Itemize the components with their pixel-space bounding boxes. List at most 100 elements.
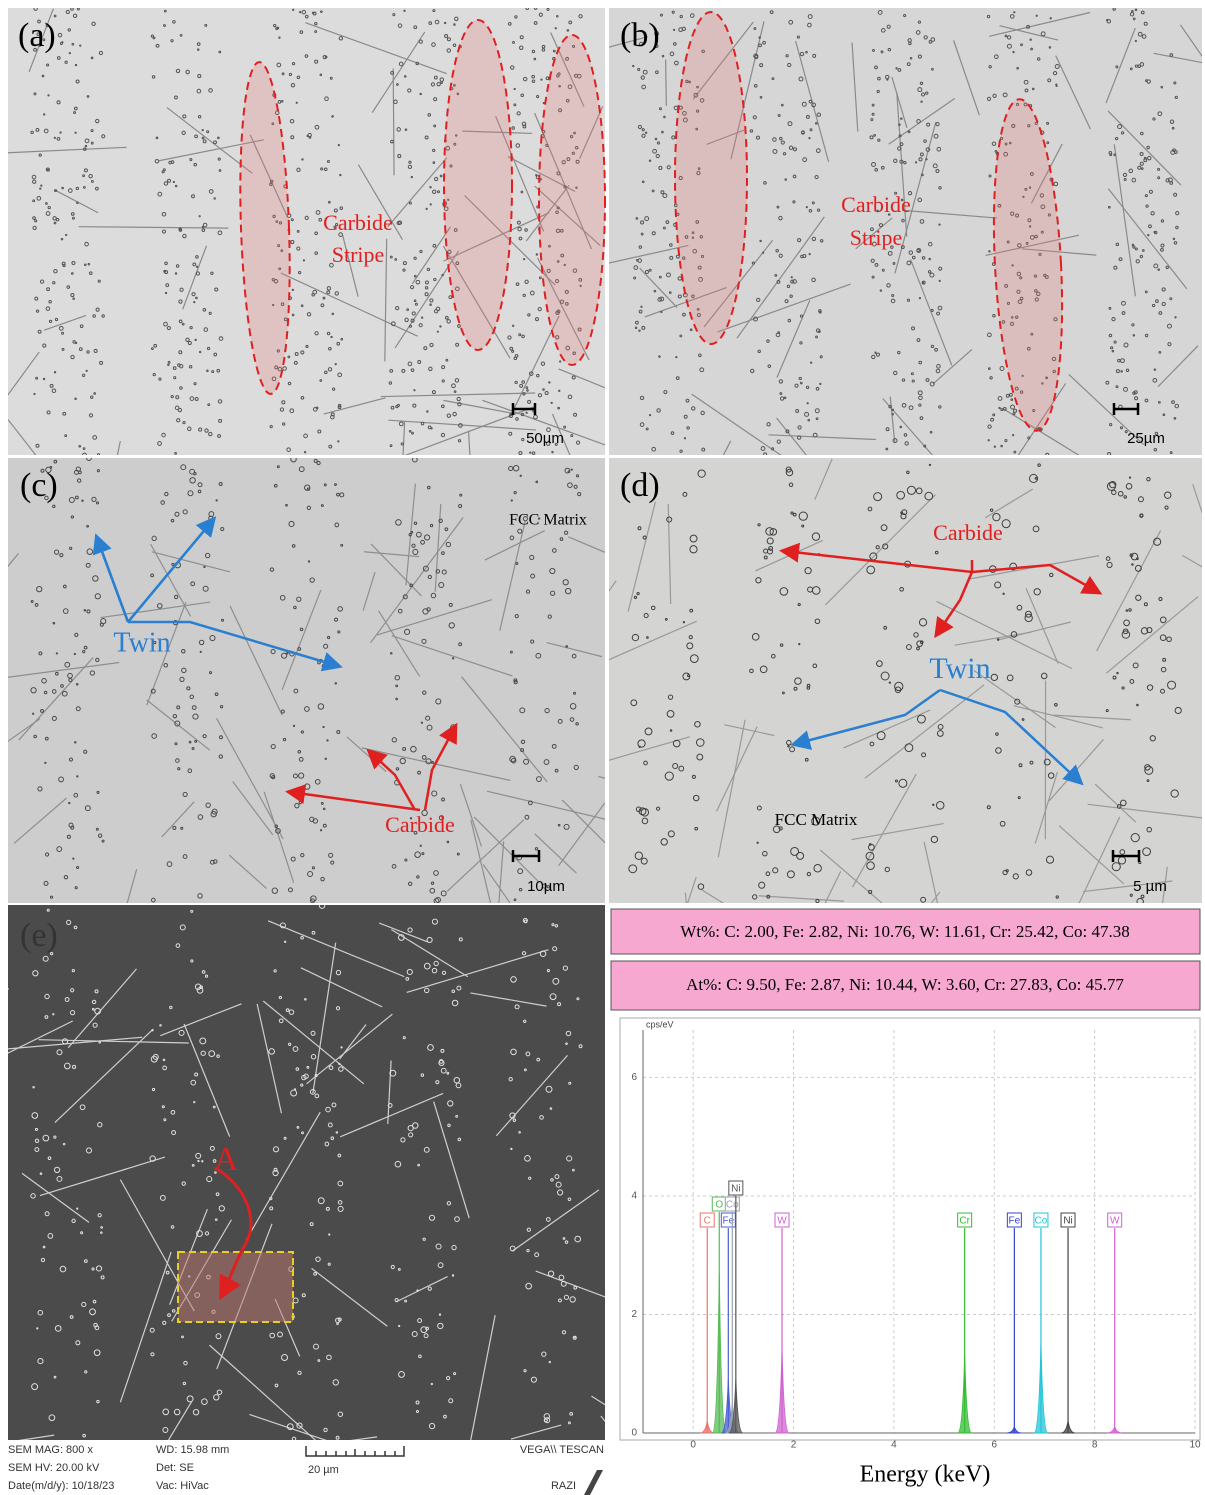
particle — [72, 13, 78, 19]
particle — [528, 1176, 532, 1180]
particle — [416, 1289, 419, 1292]
particle — [35, 309, 40, 313]
particle — [437, 1322, 444, 1330]
particle — [313, 1272, 317, 1276]
particle — [280, 302, 285, 306]
particle — [430, 427, 433, 430]
particle — [174, 511, 180, 517]
particle — [987, 424, 992, 429]
grain-boundary — [1053, 714, 1131, 721]
particle — [163, 24, 166, 27]
particle — [91, 999, 97, 1005]
micrograph-a — [8, 8, 605, 455]
particle — [75, 1340, 81, 1346]
particle — [666, 709, 675, 718]
particle — [446, 37, 451, 42]
particle — [74, 632, 79, 637]
particle — [894, 779, 898, 783]
particle — [30, 1193, 36, 1199]
particle — [1148, 224, 1152, 229]
particle — [328, 1065, 334, 1071]
annotation: Stripe — [332, 242, 385, 267]
particle — [522, 76, 528, 82]
particle — [290, 218, 294, 222]
particle — [213, 197, 216, 200]
particle — [808, 209, 813, 213]
particle — [413, 830, 418, 835]
particle — [559, 537, 564, 541]
composition-box — [610, 908, 1201, 955]
particle — [292, 1046, 299, 1052]
grain-boundary — [889, 396, 896, 443]
particle — [457, 402, 462, 407]
particle — [187, 768, 193, 774]
particle — [566, 1155, 573, 1162]
particle — [339, 173, 342, 177]
grain-boundary — [819, 849, 883, 903]
particle — [87, 262, 91, 266]
particle — [664, 771, 674, 781]
particle — [209, 859, 215, 865]
particle — [1172, 237, 1176, 241]
particle — [544, 708, 550, 714]
particle — [524, 279, 529, 284]
particle — [771, 447, 775, 451]
particle — [697, 883, 705, 890]
particle — [268, 1048, 275, 1055]
particle — [204, 552, 211, 559]
particle — [270, 648, 276, 655]
particle — [170, 1109, 176, 1115]
particle — [656, 408, 661, 413]
particle — [390, 652, 393, 655]
particle — [563, 185, 567, 189]
particle — [437, 1262, 444, 1269]
particle — [907, 130, 911, 134]
grain-boundary — [150, 543, 192, 617]
particle — [558, 1298, 562, 1303]
particle — [181, 1181, 186, 1186]
particle — [323, 1427, 328, 1433]
particle — [1021, 374, 1024, 377]
grain-boundary — [38, 1039, 189, 1044]
particle — [798, 511, 808, 521]
particle — [92, 1022, 98, 1028]
arrow — [423, 722, 458, 811]
particle — [895, 67, 898, 70]
particle — [875, 545, 880, 550]
particle — [893, 370, 898, 376]
element-tag — [1006, 1212, 1022, 1228]
particle — [291, 288, 295, 292]
particle — [577, 327, 582, 332]
particle — [778, 826, 783, 831]
particle — [906, 62, 911, 67]
particle — [43, 113, 46, 116]
grain-boundary — [776, 300, 811, 378]
particle — [290, 135, 295, 140]
particle — [1120, 358, 1125, 364]
particle — [811, 102, 816, 108]
particle — [426, 267, 431, 272]
particle — [686, 674, 690, 678]
particle — [507, 22, 512, 26]
particle — [179, 33, 183, 37]
particle — [1109, 423, 1113, 427]
particle — [56, 136, 61, 141]
particle — [78, 444, 82, 448]
particle — [74, 397, 77, 401]
particle — [182, 114, 187, 119]
particle — [1118, 257, 1123, 262]
particle — [1106, 561, 1113, 569]
particle — [35, 443, 40, 448]
particle — [779, 587, 789, 596]
scale-bar — [1111, 850, 1141, 862]
particle — [578, 1044, 583, 1049]
particle — [511, 324, 515, 327]
particle — [48, 319, 53, 323]
particle — [166, 178, 171, 183]
particle — [34, 603, 39, 607]
particle — [1125, 609, 1129, 612]
particle — [390, 1264, 395, 1270]
particle — [445, 145, 451, 151]
particle — [300, 1083, 304, 1087]
particle — [885, 427, 890, 432]
